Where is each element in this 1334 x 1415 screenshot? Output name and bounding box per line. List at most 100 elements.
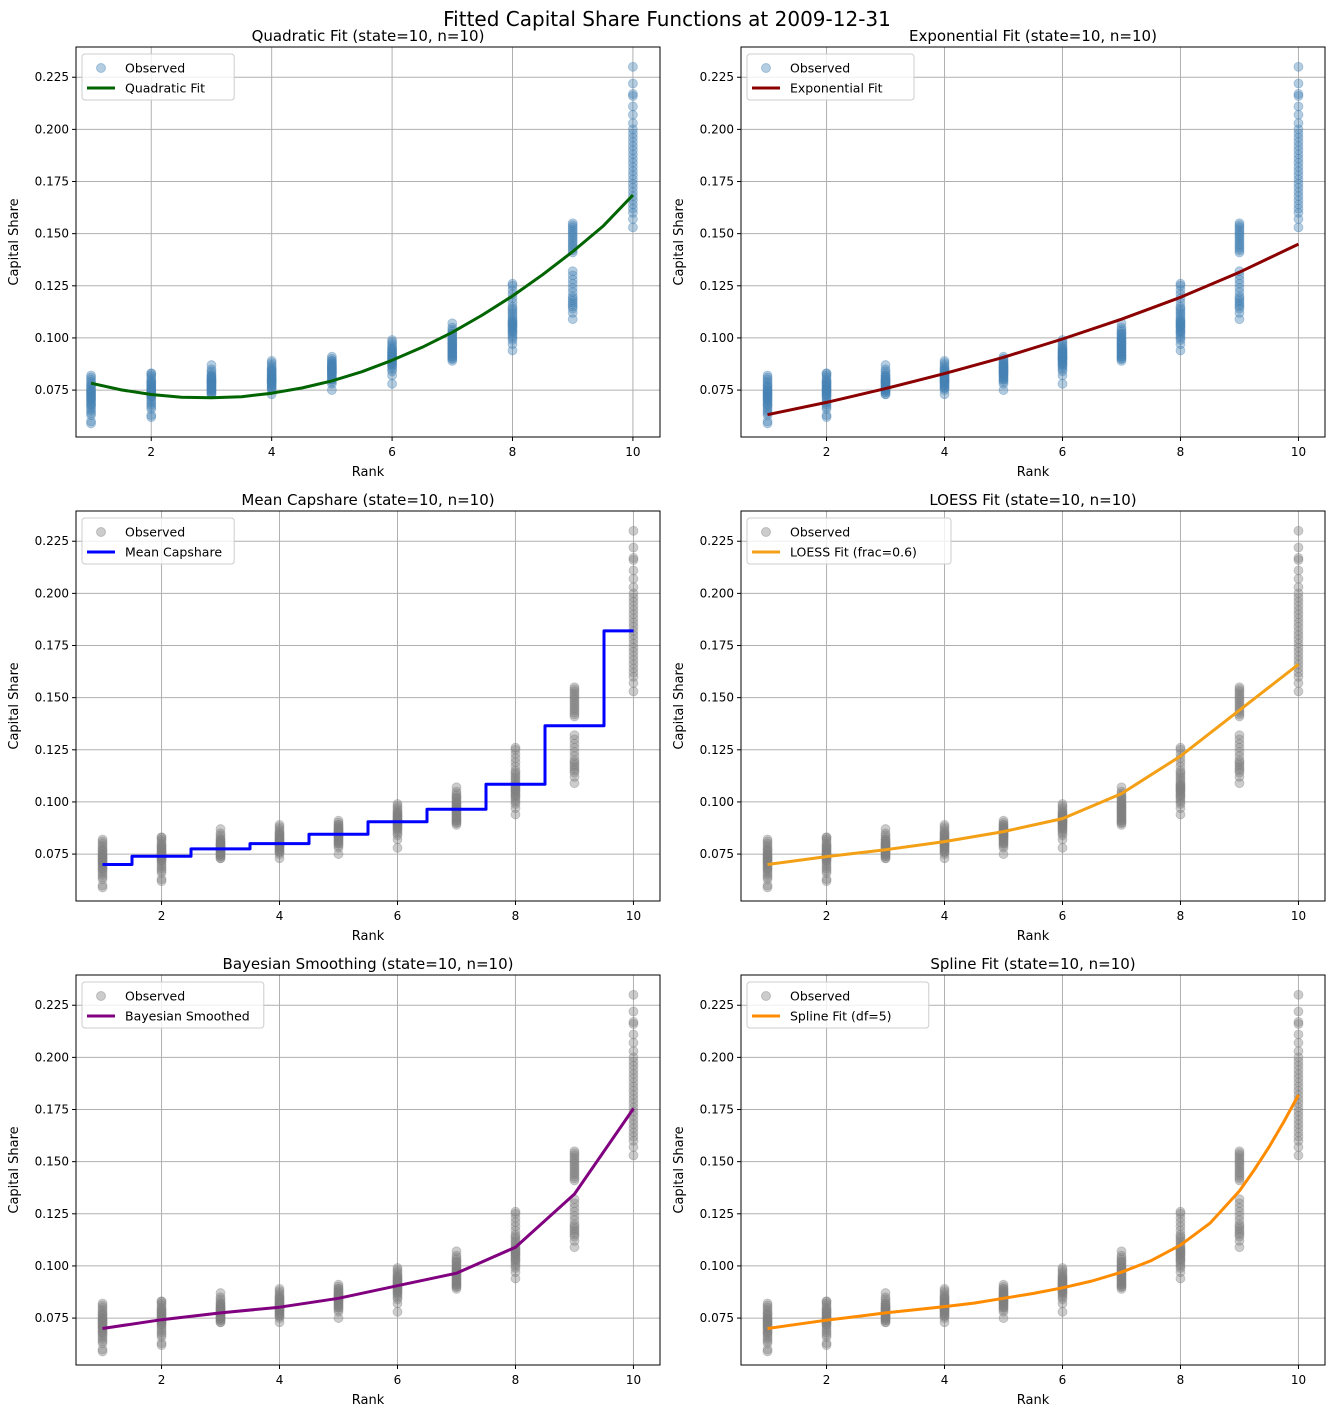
- observed-point: [998, 362, 1009, 373]
- observed-point: [1234, 303, 1245, 314]
- observed-point: [97, 882, 108, 893]
- observed-point: [821, 391, 832, 402]
- observed-point: [762, 1306, 773, 1317]
- x-tick-label: 6: [394, 1373, 402, 1387]
- observed-point: [628, 1046, 639, 1057]
- y-tick-label: 0.100: [35, 331, 69, 345]
- observed-point: [628, 1077, 639, 1088]
- observed-point: [274, 830, 285, 841]
- observed-point: [821, 378, 832, 389]
- observed-point: [1234, 746, 1245, 757]
- observed-point: [1057, 355, 1068, 366]
- observed-point: [1057, 349, 1068, 360]
- observed-point: [998, 1302, 1009, 1313]
- observed-point: [451, 1256, 462, 1267]
- observed-point: [1293, 1123, 1304, 1134]
- observed-point: [628, 1081, 639, 1092]
- observed-point: [1293, 555, 1304, 565]
- subplot-grid: 2 4 6 8 10 0.075 0.100 0.125 0.150 0.175 0.200 0.22…: [7, 27, 1326, 1408]
- observed-point: [206, 360, 217, 370]
- observed-point: [1116, 345, 1127, 356]
- observed-point: [86, 393, 96, 404]
- observed-point: [1293, 600, 1304, 611]
- observed-point: [1293, 588, 1304, 599]
- observed-point: [451, 817, 462, 828]
- y-tick-label: 0.200: [700, 586, 734, 600]
- observed-point: [1293, 1017, 1304, 1027]
- y-tick-label: 0.175: [35, 639, 69, 653]
- observed-point: [628, 1069, 639, 1079]
- observed-point: [1116, 817, 1127, 828]
- observed-points: [86, 61, 638, 429]
- observed-point: [392, 1298, 403, 1309]
- observed-point: [447, 347, 458, 358]
- observed-point: [1057, 819, 1068, 830]
- observed-point: [156, 1296, 167, 1307]
- observed-point: [274, 1309, 285, 1319]
- observed-point: [1175, 778, 1186, 789]
- observed-point: [1116, 794, 1127, 805]
- y-tick-label: 0.175: [700, 1103, 734, 1117]
- observed-point: [939, 1313, 950, 1323]
- observed-point: [1175, 316, 1186, 327]
- observed-point: [1057, 343, 1068, 354]
- observed-point: [1234, 696, 1245, 707]
- observed-point: [998, 849, 1009, 859]
- observed-point: [628, 1098, 639, 1109]
- observed-point: [628, 178, 638, 189]
- observed-point: [510, 797, 521, 807]
- observed-point: [1175, 1263, 1186, 1273]
- observed-point: [569, 757, 580, 768]
- observed-point: [510, 1263, 521, 1273]
- x-tick-label: 10: [1291, 909, 1306, 923]
- observed-point: [1116, 1246, 1127, 1257]
- observed-point: [1057, 353, 1068, 364]
- observed-point: [326, 360, 337, 370]
- observed-point: [274, 1294, 285, 1305]
- observed-point: [447, 318, 458, 329]
- observed-point: [1293, 565, 1304, 576]
- observed-point: [1234, 692, 1245, 703]
- observed-point: [1234, 686, 1245, 697]
- observed-point: [451, 815, 462, 826]
- observed-point: [156, 1302, 167, 1313]
- observed-point: [762, 834, 773, 845]
- observed-point: [1234, 1229, 1245, 1240]
- observed-point: [510, 1252, 521, 1263]
- observed-point: [206, 368, 217, 379]
- observed-point: [569, 1150, 580, 1161]
- legend-label-observed: Observed: [125, 989, 185, 1004]
- observed-point: [998, 1286, 1009, 1296]
- observed-point: [1057, 366, 1068, 377]
- observed-point: [97, 851, 108, 862]
- observed-point: [156, 832, 167, 843]
- observed-point: [156, 840, 167, 851]
- observed-point: [1116, 801, 1127, 812]
- observed-point: [1116, 353, 1127, 364]
- observed-point: [628, 582, 639, 593]
- observed-point: [1234, 1175, 1245, 1186]
- observed-point: [569, 778, 580, 789]
- observed-point: [569, 763, 580, 774]
- x-tick-label: 6: [394, 909, 402, 923]
- observed-point: [206, 385, 217, 395]
- observed-point: [1057, 358, 1068, 368]
- observed-point: [569, 742, 580, 753]
- observed-point: [1057, 1271, 1068, 1282]
- observed-point: [97, 853, 108, 864]
- observed-point: [762, 838, 773, 849]
- observed-point: [998, 1286, 1009, 1296]
- observed-point: [206, 378, 217, 389]
- observed-point: [1057, 824, 1068, 834]
- observed-point: [567, 270, 578, 281]
- observed-point: [1293, 617, 1304, 628]
- observed-point: [1057, 1273, 1068, 1284]
- observed-point: [1057, 345, 1068, 356]
- observed-point: [86, 395, 96, 406]
- observed-point: [447, 335, 458, 345]
- y-tick-label: 0.100: [700, 331, 734, 345]
- observed-point: [880, 838, 891, 849]
- observed-point: [326, 362, 337, 373]
- observed-point: [274, 819, 285, 830]
- observed-point: [1234, 222, 1245, 233]
